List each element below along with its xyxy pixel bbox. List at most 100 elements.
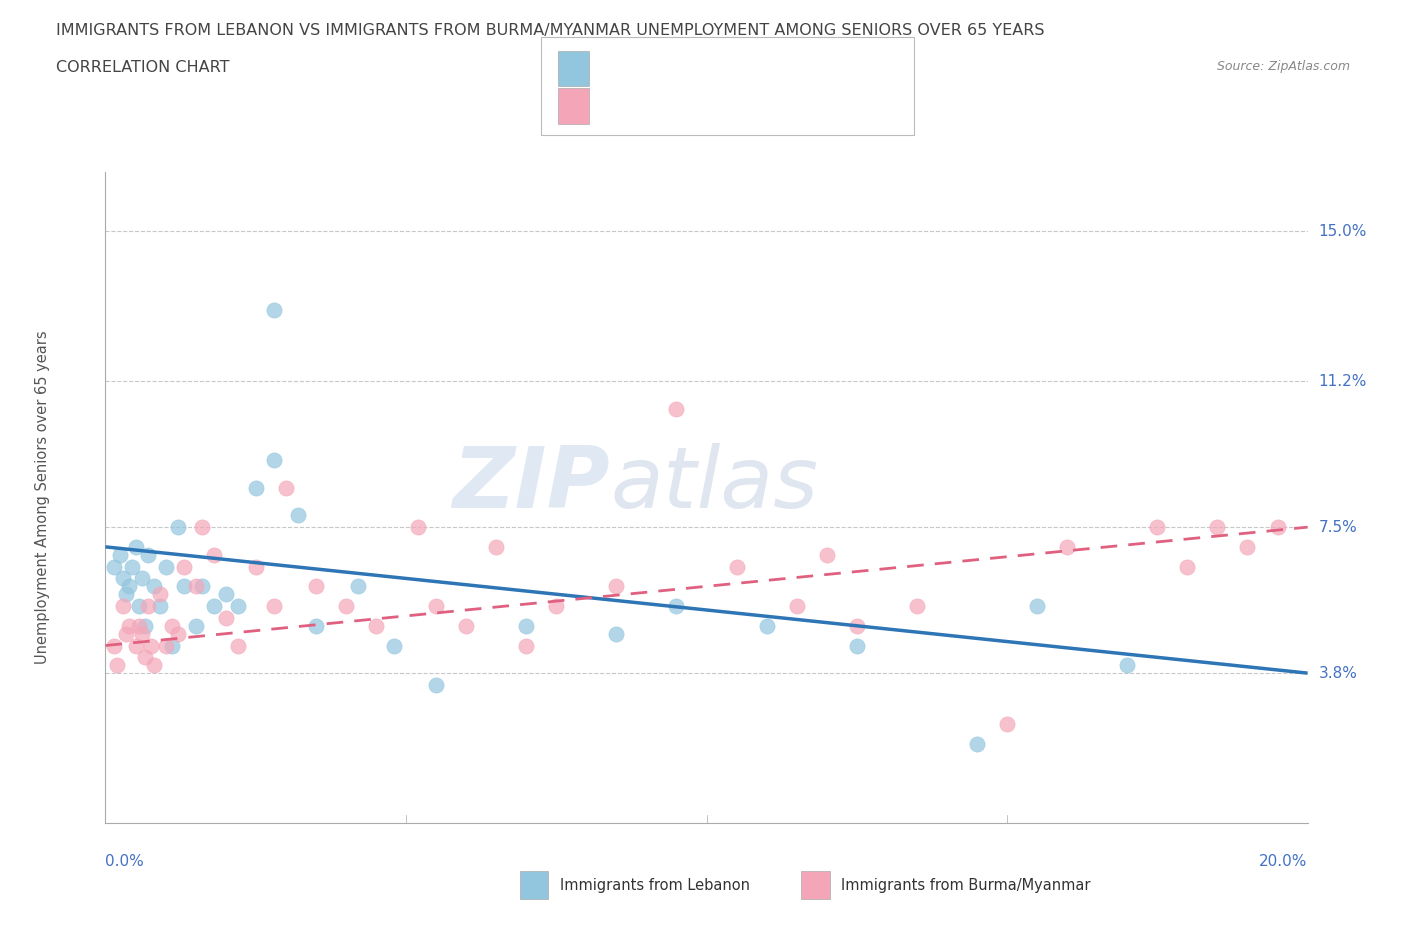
Point xyxy=(905,599,928,614)
Point xyxy=(1267,520,1289,535)
Point xyxy=(605,626,627,641)
Point xyxy=(139,638,162,653)
Text: R =  0.125   N = 48: R = 0.125 N = 48 xyxy=(603,99,752,113)
Text: 7.5%: 7.5% xyxy=(1319,520,1357,535)
Text: atlas: atlas xyxy=(610,443,818,526)
Point xyxy=(148,587,170,602)
Point xyxy=(1056,539,1078,554)
Point xyxy=(1026,599,1049,614)
Point xyxy=(103,638,125,653)
Text: 11.2%: 11.2% xyxy=(1319,374,1367,389)
Point xyxy=(226,599,249,614)
Point xyxy=(148,599,170,614)
Point xyxy=(546,599,568,614)
Point xyxy=(110,548,132,563)
Point xyxy=(786,599,808,614)
Text: IMMIGRANTS FROM LEBANON VS IMMIGRANTS FROM BURMA/MYANMAR UNEMPLOYMENT AMONG SENI: IMMIGRANTS FROM LEBANON VS IMMIGRANTS FR… xyxy=(56,23,1045,38)
Point xyxy=(245,559,267,574)
Point xyxy=(845,638,868,653)
Point xyxy=(755,618,778,633)
Point xyxy=(665,402,688,417)
Point xyxy=(155,638,177,653)
Point xyxy=(160,618,183,633)
Point xyxy=(406,520,429,535)
Point xyxy=(202,599,225,614)
Point xyxy=(725,559,748,574)
Point xyxy=(382,638,405,653)
Point xyxy=(1175,559,1198,574)
Point xyxy=(121,559,143,574)
Point xyxy=(184,618,207,633)
Point xyxy=(124,539,146,554)
Point xyxy=(173,578,195,593)
Point xyxy=(815,548,838,563)
Text: R = -0.154   N = 38: R = -0.154 N = 38 xyxy=(603,61,754,76)
Point xyxy=(364,618,387,633)
Point xyxy=(515,618,537,633)
Point xyxy=(214,610,236,625)
Text: 20.0%: 20.0% xyxy=(1260,854,1308,869)
Point xyxy=(190,578,212,593)
Point xyxy=(347,578,370,593)
Point xyxy=(166,520,188,535)
Text: CORRELATION CHART: CORRELATION CHART xyxy=(56,60,229,75)
Text: Immigrants from Burma/Myanmar: Immigrants from Burma/Myanmar xyxy=(841,878,1090,893)
Point xyxy=(485,539,508,554)
Point xyxy=(995,717,1018,732)
Point xyxy=(136,548,159,563)
Point xyxy=(966,737,988,751)
Point xyxy=(245,480,267,495)
Point xyxy=(287,508,309,523)
Text: 15.0%: 15.0% xyxy=(1319,224,1367,239)
Point xyxy=(142,578,165,593)
Point xyxy=(184,578,207,593)
Point xyxy=(226,638,249,653)
Point xyxy=(202,548,225,563)
Point xyxy=(456,618,478,633)
Point xyxy=(134,618,156,633)
Text: Immigrants from Lebanon: Immigrants from Lebanon xyxy=(560,878,749,893)
Point xyxy=(131,571,153,586)
Point xyxy=(274,480,297,495)
Point xyxy=(305,578,328,593)
Text: 3.8%: 3.8% xyxy=(1319,666,1358,681)
Point xyxy=(1236,539,1258,554)
Point xyxy=(665,599,688,614)
Text: Unemployment Among Seniors over 65 years: Unemployment Among Seniors over 65 years xyxy=(35,331,51,664)
Point xyxy=(112,599,135,614)
Point xyxy=(305,618,328,633)
Point xyxy=(214,587,236,602)
Point xyxy=(112,571,135,586)
Point xyxy=(605,578,627,593)
Point xyxy=(160,638,183,653)
Point xyxy=(1206,520,1229,535)
Point xyxy=(136,599,159,614)
Point xyxy=(173,559,195,574)
Point xyxy=(425,678,447,693)
Point xyxy=(263,599,285,614)
Text: 0.0%: 0.0% xyxy=(105,854,145,869)
Point xyxy=(845,618,868,633)
Point xyxy=(425,599,447,614)
Point xyxy=(263,302,285,317)
Point xyxy=(128,618,150,633)
Point xyxy=(107,658,129,672)
Point xyxy=(128,599,150,614)
Point xyxy=(515,638,537,653)
Point xyxy=(131,626,153,641)
Text: Source: ZipAtlas.com: Source: ZipAtlas.com xyxy=(1216,60,1350,73)
Point xyxy=(115,587,138,602)
Point xyxy=(1146,520,1168,535)
Point xyxy=(190,520,212,535)
Point xyxy=(155,559,177,574)
Point xyxy=(1116,658,1139,672)
Point xyxy=(118,578,141,593)
Point xyxy=(142,658,165,672)
Point xyxy=(263,453,285,468)
Point xyxy=(118,618,141,633)
Point xyxy=(166,626,188,641)
Point xyxy=(115,626,138,641)
Text: ZIP: ZIP xyxy=(453,443,610,526)
Point xyxy=(134,650,156,665)
Point xyxy=(124,638,146,653)
